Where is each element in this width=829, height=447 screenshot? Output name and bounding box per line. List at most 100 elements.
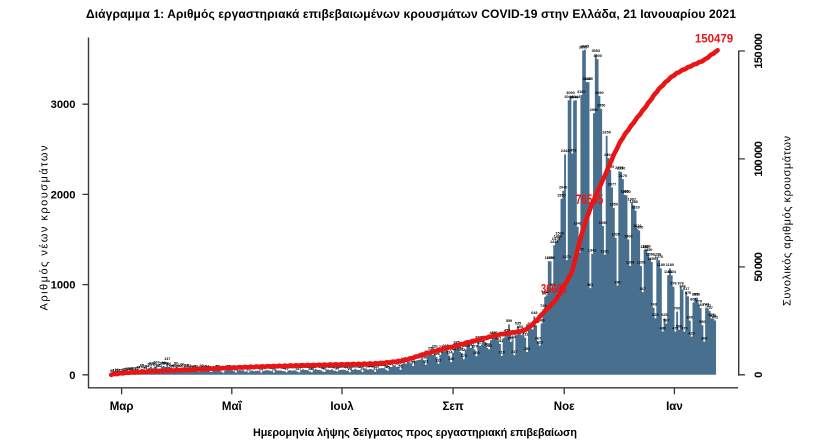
svg-text:411: 411 — [522, 333, 528, 337]
svg-text:55: 55 — [351, 365, 355, 369]
svg-text:98: 98 — [161, 361, 165, 365]
svg-text:60: 60 — [199, 364, 203, 368]
svg-text:54: 54 — [205, 365, 210, 369]
svg-text:3553: 3553 — [592, 49, 600, 53]
svg-text:57: 57 — [176, 365, 180, 369]
svg-text:0: 0 — [753, 372, 765, 378]
svg-text:1530: 1530 — [555, 232, 563, 236]
svg-text:2444: 2444 — [561, 149, 570, 153]
svg-text:856: 856 — [694, 292, 700, 296]
svg-text:256: 256 — [428, 347, 434, 351]
svg-text:Συνολικός αριθμός κρουσμάτων: Συνολικός αριθμός κρουσμάτων — [782, 136, 794, 307]
svg-text:917: 917 — [640, 287, 646, 291]
svg-text:1436: 1436 — [550, 240, 558, 244]
svg-text:11: 11 — [118, 369, 122, 373]
svg-text:45: 45 — [333, 366, 337, 370]
svg-text:54: 54 — [371, 365, 376, 369]
svg-text:45: 45 — [346, 366, 350, 370]
svg-text:1000: 1000 — [51, 280, 76, 292]
svg-text:3245: 3245 — [582, 77, 590, 81]
svg-text:2040: 2040 — [559, 186, 567, 190]
svg-text:73: 73 — [151, 363, 155, 367]
svg-text:600: 600 — [687, 316, 693, 320]
svg-text:137: 137 — [164, 357, 170, 361]
svg-text:3500: 3500 — [593, 54, 601, 58]
svg-text:38: 38 — [321, 366, 325, 370]
svg-text:976: 976 — [670, 282, 676, 286]
svg-text:865: 865 — [542, 292, 548, 296]
svg-text:122: 122 — [435, 359, 441, 363]
svg-text:54: 54 — [145, 365, 150, 369]
svg-text:41: 41 — [143, 366, 147, 370]
svg-text:1500: 1500 — [624, 234, 632, 238]
svg-text:214: 214 — [446, 350, 453, 354]
svg-text:853: 853 — [692, 293, 698, 297]
svg-text:990: 990 — [614, 280, 620, 284]
svg-text:30: 30 — [129, 367, 133, 371]
svg-text:700: 700 — [674, 307, 680, 311]
svg-text:56: 56 — [171, 365, 175, 369]
svg-text:3044: 3044 — [564, 95, 573, 99]
svg-text:1496: 1496 — [554, 235, 562, 239]
svg-text:801: 801 — [690, 297, 696, 301]
svg-text:Διάγραμμα 1: Αριθμός εργαστηρι: Διάγραμμα 1: Αριθμός εργαστηριακά επιβεβ… — [86, 7, 736, 21]
svg-text:103: 103 — [153, 360, 159, 364]
svg-text:66: 66 — [172, 364, 176, 368]
svg-text:50 000: 50 000 — [753, 252, 765, 282]
svg-text:2453: 2453 — [568, 148, 576, 152]
svg-text:1995: 1995 — [620, 190, 628, 194]
svg-text:Ημερομηνία λήψης δείγματος προ: Ημερομηνία λήψης δείγματος προς εργαστηρ… — [253, 427, 577, 439]
svg-text:Ιουλ: Ιουλ — [330, 401, 354, 413]
svg-text:779: 779 — [696, 299, 702, 303]
svg-text:28: 28 — [348, 367, 352, 371]
svg-text:39: 39 — [283, 366, 287, 370]
svg-text:88: 88 — [163, 362, 167, 366]
svg-text:1270: 1270 — [655, 255, 663, 259]
svg-text:1104: 1104 — [668, 270, 677, 274]
svg-text:1250: 1250 — [648, 257, 656, 261]
svg-text:Σεπ: Σεπ — [443, 401, 464, 413]
svg-text:242: 242 — [459, 348, 465, 352]
svg-text:2000: 2000 — [51, 189, 76, 201]
svg-text:625: 625 — [661, 313, 667, 317]
svg-text:1820: 1820 — [631, 205, 639, 209]
svg-text:30: 30 — [125, 367, 129, 371]
svg-text:1907: 1907 — [628, 198, 636, 202]
svg-text:27: 27 — [284, 367, 288, 371]
svg-text:325: 325 — [453, 340, 459, 344]
svg-text:2170: 2170 — [619, 174, 627, 178]
svg-text:1296: 1296 — [646, 253, 654, 257]
svg-text:150 000: 150 000 — [753, 33, 765, 69]
svg-text:1331: 1331 — [601, 250, 609, 254]
svg-text:33: 33 — [134, 367, 138, 371]
svg-text:24: 24 — [259, 367, 264, 371]
svg-text:479: 479 — [672, 326, 678, 330]
svg-text:3100: 3100 — [577, 90, 585, 94]
svg-text:47: 47 — [331, 365, 335, 369]
svg-text:45: 45 — [386, 366, 390, 370]
svg-text:1271: 1271 — [563, 255, 571, 259]
svg-text:1208: 1208 — [626, 261, 634, 265]
svg-text:27: 27 — [297, 367, 301, 371]
svg-text:77: 77 — [180, 363, 184, 367]
svg-text:50: 50 — [359, 365, 363, 369]
svg-text:52: 52 — [328, 365, 332, 369]
svg-text:961: 961 — [549, 283, 555, 287]
svg-text:Μαΐ: Μαΐ — [222, 401, 243, 413]
svg-text:210: 210 — [499, 351, 505, 355]
svg-text:21: 21 — [124, 368, 128, 372]
svg-text:16: 16 — [114, 368, 118, 372]
svg-text:52: 52 — [142, 365, 146, 369]
svg-text:56: 56 — [194, 365, 198, 369]
svg-text:321: 321 — [477, 341, 483, 345]
svg-text:1520: 1520 — [611, 233, 619, 237]
svg-text:279: 279 — [471, 344, 477, 348]
svg-text:368: 368 — [701, 336, 707, 340]
svg-text:59: 59 — [375, 364, 379, 368]
svg-text:68: 68 — [181, 364, 185, 368]
svg-text:976: 976 — [678, 282, 684, 286]
svg-text:1180: 1180 — [666, 263, 674, 267]
svg-text:341: 341 — [497, 339, 503, 343]
svg-text:882: 882 — [544, 290, 550, 294]
svg-text:54: 54 — [339, 365, 344, 369]
